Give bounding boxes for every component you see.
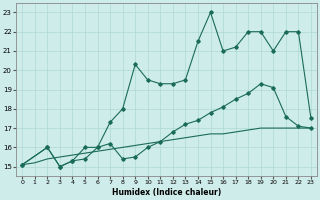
X-axis label: Humidex (Indice chaleur): Humidex (Indice chaleur) xyxy=(112,188,221,197)
